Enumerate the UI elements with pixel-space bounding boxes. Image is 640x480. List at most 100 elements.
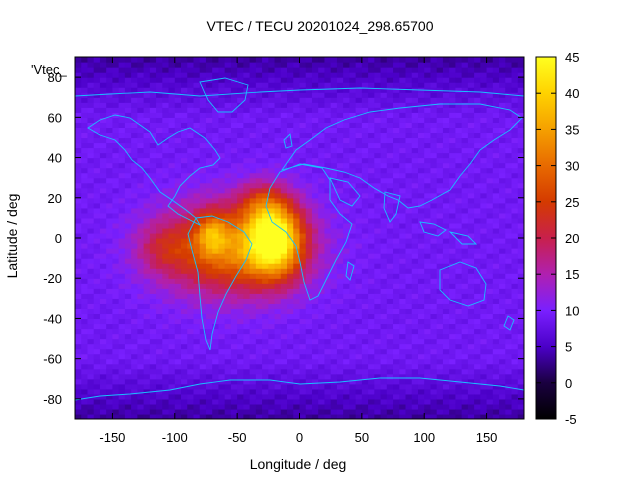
heatmap-cell [193,222,201,229]
heatmap-cell [81,368,89,375]
heatmap-cell [449,192,457,199]
heatmap-cell [299,82,307,88]
heatmap-cell [156,253,163,259]
heatmap-cell [361,348,369,355]
heatmap-cell [361,268,369,274]
heatmap-cell [311,207,319,214]
heatmap-cell [336,383,344,390]
heatmap-cell [106,298,114,304]
heatmap-cell [380,132,388,139]
heatmap-cell [81,117,89,123]
heatmap-cell [193,192,201,199]
heatmap-cell [386,152,394,159]
heatmap-cell [162,293,170,299]
heatmap-cell [417,348,425,355]
heatmap-cell [349,107,357,113]
heatmap-cell [181,207,188,214]
heatmap-cell [149,378,157,385]
heatmap-cell [424,92,432,98]
heatmap-cell [93,378,101,385]
heatmap-cell [199,393,207,400]
heatmap-cell [405,82,413,88]
heatmap-cell [330,222,338,229]
heatmap-cell [174,308,182,315]
heatmap-cell [280,313,288,320]
heatmap-cell [75,318,82,325]
heatmap-cell [249,172,257,179]
heatmap-cell [218,152,226,159]
heatmap-cell [318,142,326,149]
heatmap-cell [305,408,313,415]
heatmap-cell [368,72,375,78]
heatmap-cell [280,72,288,78]
heatmap-cell [174,177,182,184]
heatmap-cell [156,313,163,320]
heatmap-cell [499,328,506,335]
heatmap-cell [205,227,213,234]
heatmap-cell [249,177,257,184]
heatmap-cell [280,77,288,83]
heatmap-cell [293,403,301,410]
heatmap-cell [268,258,276,264]
heatmap-cell [255,313,263,320]
heatmap-cell [405,353,413,360]
heatmap-cell [380,293,388,299]
heatmap-cell [461,258,469,264]
heatmap-cell [268,87,276,93]
heatmap-cell [324,343,332,350]
heatmap-cell [99,258,107,264]
heatmap-cell [143,102,151,108]
heatmap-cell [243,202,251,209]
heatmap-cell [461,77,469,83]
heatmap-cell [181,313,188,320]
heatmap-cell [399,378,407,385]
heatmap-cell [461,147,469,154]
heatmap-cell [255,72,263,78]
heatmap-cell [393,283,400,289]
heatmap-cell [324,157,332,164]
heatmap-cell [461,348,469,355]
heatmap-cell [106,353,114,360]
heatmap-cell [212,313,220,320]
heatmap-cell [467,202,475,209]
heatmap-cell [355,177,363,184]
heatmap-cell [380,157,388,164]
heatmap-cell [405,157,413,164]
heatmap-cell [436,238,444,244]
heatmap-cell [162,162,170,169]
heatmap-cell [168,62,176,68]
heatmap-cell [411,202,419,209]
heatmap-cell [386,263,394,269]
heatmap-cell [230,77,238,83]
heatmap-cell [474,87,481,93]
heatmap-cell [243,268,251,274]
heatmap-cell [393,248,400,254]
heatmap-cell [243,127,251,134]
heatmap-cell [417,323,425,330]
heatmap-cell [399,358,407,365]
heatmap-cell [436,152,444,159]
heatmap-cell [293,152,301,159]
heatmap-cell [156,97,163,103]
heatmap-cell [156,303,163,309]
heatmap-cell [187,253,195,259]
heatmap-cell [124,238,132,244]
heatmap-cell [193,348,201,355]
heatmap-cell [411,132,419,139]
heatmap-cell [368,167,375,174]
heatmap-cell [455,248,463,254]
heatmap-cell [137,388,145,395]
heatmap-cell [230,137,238,144]
heatmap-cell [199,127,207,134]
heatmap-cell [430,212,438,219]
heatmap-cell [243,72,251,78]
heatmap-cell [118,77,126,83]
heatmap-cell [293,333,301,340]
heatmap-cell [287,212,294,219]
heatmap-cell [361,353,369,360]
heatmap-cell [311,323,319,330]
heatmap-cell [168,313,176,320]
heatmap-cell [181,373,188,380]
heatmap-cell [131,177,138,184]
heatmap-cell [399,117,407,123]
